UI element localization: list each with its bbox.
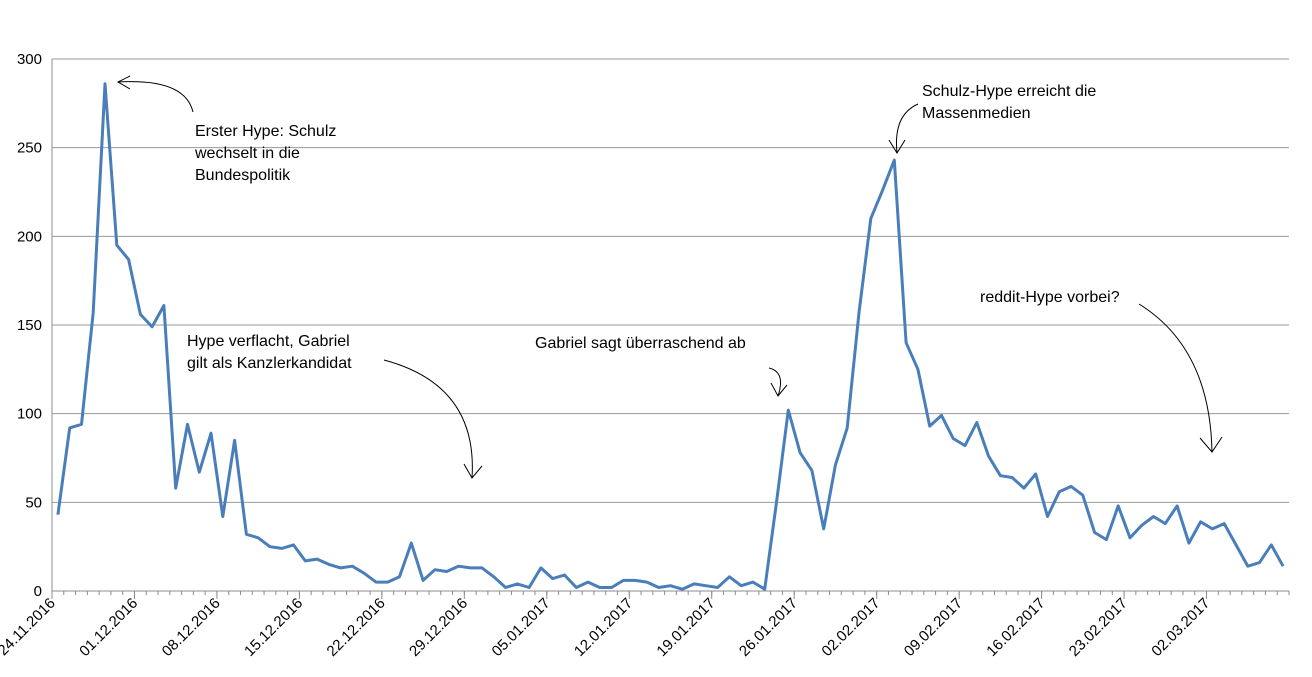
arrow-head-icon [116,75,131,90]
x-tick-label: 15.12.2016 [241,595,306,660]
annotation-text: Gabriel sagt überraschend ab [535,335,746,352]
arrow-head-icon [463,463,483,479]
annotation-text: Schulz-Hype erreicht die [922,83,1096,100]
arrow-head-icon [770,382,788,397]
annotation-text: Erster Hype: Schulz [195,123,336,140]
annotation-0: Erster Hype: Schulz wechselt in die Bundes… [116,75,336,184]
x-tick-label: 02.03.2017 [1148,595,1213,660]
annotation-text: Massenmedien [922,105,1031,122]
annotation-3: Schulz-Hype erreicht die Massenmedien [888,83,1096,154]
gridlines [52,58,1289,503]
annotation-text: Bundespolitik [195,167,291,184]
x-tick-label: 01.12.2016 [76,595,141,660]
annotation-text: reddit-Hype vorbei? [980,289,1120,306]
y-tick-label: 50 [25,494,42,511]
x-tick-label: 19.01.2017 [653,595,718,660]
annotation-arrow [383,359,473,479]
x-tick-label: 08.12.2016 [159,595,224,660]
annotation-2: Gabriel sagt überraschend ab [535,335,788,397]
annotation-arrow [117,81,194,113]
x-tick-label: 26.01.2017 [736,595,801,660]
annotation-arrow [768,367,781,397]
y-tick-label: 100 [17,406,42,423]
arrow-head-icon [1199,436,1223,453]
arrow-head-icon [888,139,906,154]
x-tick-label: 23.02.2017 [1066,595,1131,660]
x-tick-label: 09.02.2017 [901,595,966,660]
x-tick-label: 24.11.2016 [0,595,59,659]
y-tick-label: 200 [17,228,42,245]
y-axis: 0 50 100 150 200 250 300 [17,51,53,600]
x-tick-label: 22.12.2016 [324,595,389,660]
annotation-4: reddit-Hype vorbei? [980,289,1223,453]
x-tick-label: 02.02.2017 [818,595,883,660]
x-axis: 24.11.2016 01.12.2016 08.12.2016 15.12.2016… [0,590,1290,660]
series-line-0 [56,82,1285,591]
x-tick-label: 29.12.2016 [406,595,471,660]
annotation-text: wechselt in die [194,145,300,162]
annotation-text: gilt als Kanzlerkandidat [187,355,352,372]
x-tick-label: 05.01.2017 [489,595,554,660]
y-tick-label: 250 [17,140,42,157]
y-tick-label: 0 [34,583,42,600]
x-tick-label: 12.01.2017 [571,595,636,660]
annotation-arrow [895,103,919,154]
series-layer [56,82,1285,591]
y-tick-label: 300 [17,51,42,68]
annotation-1: Hype verflacht, Gabriel gilt als Kanzlerk… [187,333,483,479]
annotations: Erster Hype: Schulz wechselt in die Bundes… [116,75,1223,479]
y-tick-label: 150 [17,317,42,334]
x-tick-label: 16.02.2017 [983,595,1048,660]
annotation-arrow [1138,303,1213,453]
annotation-text: Hype verflacht, Gabriel [187,333,350,350]
